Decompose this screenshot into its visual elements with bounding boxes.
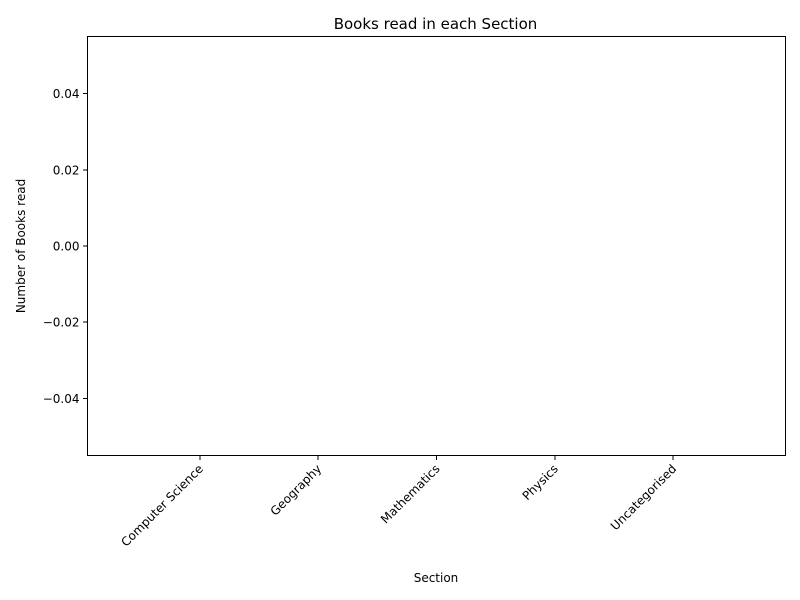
x-tick-label: Physics [520,462,561,503]
x-axis-label: Section [414,571,459,585]
x-tick-label: Mathematics [378,462,443,527]
x-tick-label: Geography [268,462,325,519]
y-axis-label: Number of Books read [14,179,28,313]
y-tick-label: 0.00 [53,240,80,254]
y-tick-label: −0.02 [43,316,80,330]
y-axis: 0.04 0.02 0.00 −0.02 −0.04 [43,87,88,406]
chart-title: Books read in each Section [334,15,538,33]
x-tick-label: Computer Science [118,462,206,550]
x-axis: Computer Science Geography Mathematics Phys… [118,455,679,550]
x-tick-label: Uncategorised [608,462,679,533]
plot-frame [87,36,786,456]
y-tick-label: 0.02 [53,163,80,177]
y-tick-label: 0.04 [53,87,80,101]
y-tick-label: −0.04 [43,392,80,406]
